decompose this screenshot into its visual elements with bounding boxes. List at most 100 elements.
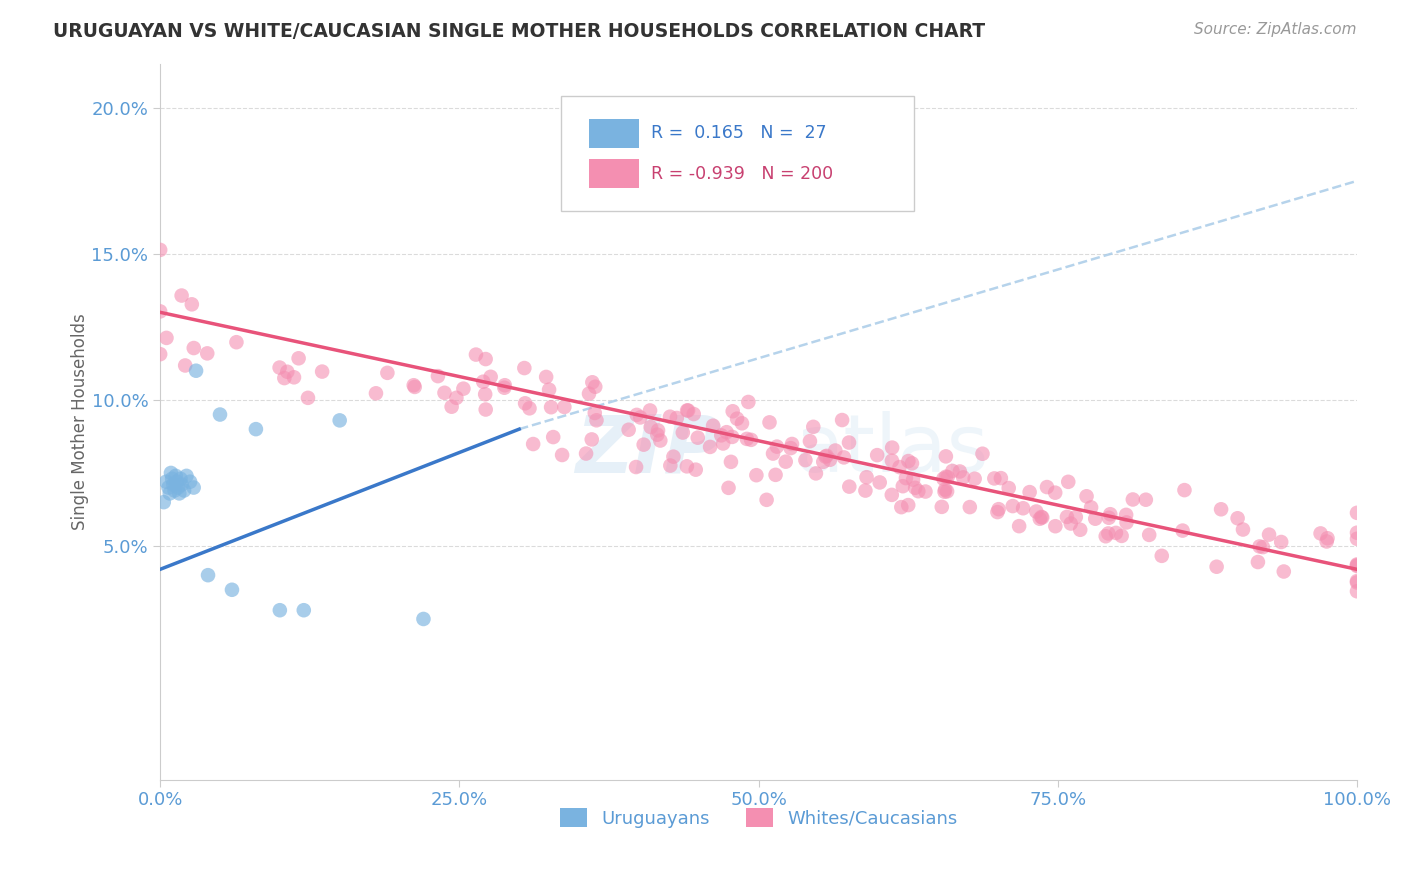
Point <box>711 436 734 450</box>
Point <box>731 417 754 431</box>
Point <box>1122 492 1144 507</box>
Point <box>1150 549 1173 563</box>
Point <box>170 288 193 302</box>
Point <box>804 467 827 481</box>
Point <box>904 481 927 495</box>
Point <box>225 335 247 350</box>
Point <box>1008 519 1031 533</box>
Point <box>159 486 181 500</box>
Point <box>195 346 218 360</box>
Text: URUGUAYAN VS WHITE/CAUCASIAN SINGLE MOTHER HOUSEHOLDS CORRELATION CHART: URUGUAYAN VS WHITE/CAUCASIAN SINGLE MOTH… <box>53 22 986 41</box>
Point <box>163 483 186 498</box>
Point <box>1173 483 1195 497</box>
Point <box>935 450 957 464</box>
Point <box>737 395 759 409</box>
Point <box>897 454 920 468</box>
Point <box>676 459 699 474</box>
Point <box>551 448 574 462</box>
Point <box>1346 559 1368 574</box>
Point <box>1137 528 1160 542</box>
Point <box>581 376 603 390</box>
Point <box>1080 500 1102 515</box>
Point <box>149 347 172 361</box>
Point <box>880 453 903 467</box>
Point <box>166 475 188 489</box>
Point <box>914 484 936 499</box>
Point <box>838 480 860 494</box>
Point <box>160 472 183 486</box>
Point <box>952 470 974 484</box>
Point <box>710 428 733 442</box>
Point <box>1097 526 1119 541</box>
Point <box>626 408 648 422</box>
Point <box>717 481 740 495</box>
Point <box>682 407 704 421</box>
Point <box>665 411 688 425</box>
Point <box>1258 527 1281 541</box>
Point <box>1105 525 1128 540</box>
Point <box>412 612 434 626</box>
Point <box>329 413 352 427</box>
Point <box>364 386 387 401</box>
Point <box>901 473 924 487</box>
Legend: Uruguayans, Whites/Caucasians: Uruguayans, Whites/Caucasians <box>553 801 965 835</box>
FancyBboxPatch shape <box>561 96 914 211</box>
Point <box>889 460 911 475</box>
Point <box>311 365 333 379</box>
Point <box>721 430 744 444</box>
Point <box>735 432 758 446</box>
Point <box>672 425 695 440</box>
Point <box>1232 523 1254 537</box>
FancyBboxPatch shape <box>589 120 638 148</box>
Point <box>1316 531 1339 545</box>
Point <box>269 360 291 375</box>
Point <box>959 500 981 514</box>
Point <box>890 500 912 515</box>
Point <box>433 385 456 400</box>
Point <box>169 486 191 500</box>
Point <box>446 391 468 405</box>
Point <box>183 481 205 495</box>
Point <box>659 409 682 424</box>
Point <box>866 448 889 462</box>
Point <box>780 437 803 451</box>
Point <box>624 460 647 475</box>
Point <box>169 472 191 486</box>
Point <box>855 483 877 498</box>
Point <box>1346 525 1368 540</box>
Point <box>585 413 607 427</box>
Point <box>831 413 853 427</box>
Point <box>292 603 315 617</box>
Point <box>1346 558 1368 573</box>
Point <box>762 446 785 460</box>
Point <box>628 410 651 425</box>
Point <box>1247 555 1270 569</box>
Point <box>522 437 544 451</box>
Point <box>1084 512 1107 526</box>
Point <box>1029 512 1052 526</box>
Point <box>184 364 207 378</box>
Point <box>287 351 309 366</box>
Point <box>273 371 295 385</box>
Point <box>934 483 956 497</box>
Point <box>936 484 959 499</box>
Point <box>931 500 953 514</box>
Point <box>519 401 541 416</box>
Text: ZIP: ZIP <box>575 411 723 490</box>
Point <box>832 450 855 465</box>
Point <box>907 484 929 499</box>
Point <box>935 469 957 483</box>
Point <box>474 402 496 417</box>
Point <box>538 383 561 397</box>
Point <box>1249 540 1271 554</box>
Point <box>1226 511 1249 525</box>
Point <box>173 483 195 498</box>
Point <box>869 475 891 490</box>
Point <box>891 479 914 493</box>
Point <box>1115 516 1137 530</box>
Point <box>818 452 841 467</box>
Point <box>801 420 824 434</box>
Point <box>1098 510 1121 524</box>
Point <box>676 403 699 417</box>
Point <box>160 466 183 480</box>
